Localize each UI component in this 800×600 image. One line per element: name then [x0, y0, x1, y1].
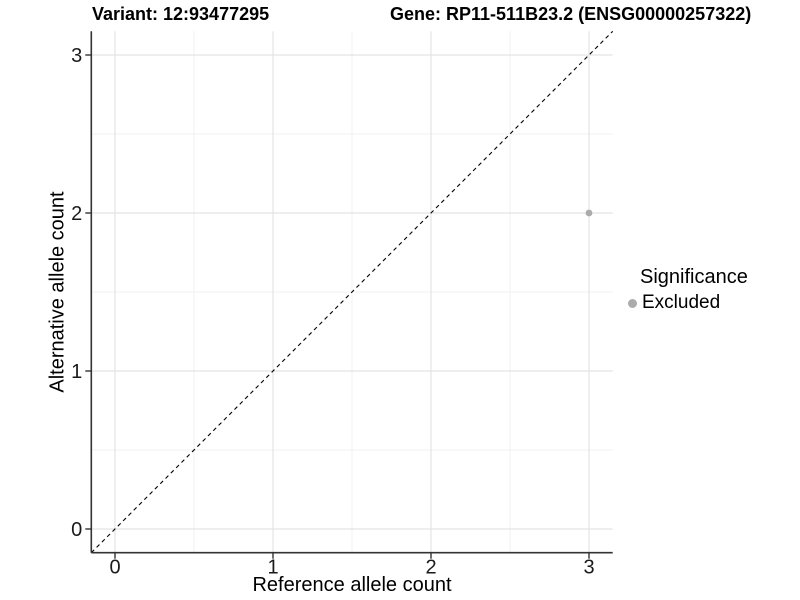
identity-dashed-line [90, 30, 614, 554]
x-axis-title: Reference allele count [252, 574, 452, 596]
gene-title: Gene: RP11-511B23.2 (ENSG00000257322) [390, 4, 752, 24]
y-tick-label: 0 [71, 519, 82, 541]
x-tick-label: 2 [425, 557, 436, 579]
legend-item-excluded: Excluded [628, 292, 748, 314]
y-tick-label: 2 [71, 203, 82, 225]
variant-title: Variant: 12:93477295 [92, 4, 270, 24]
x-tick-label: 1 [267, 557, 278, 579]
legend: Significance Excluded [628, 266, 748, 314]
data-point [585, 209, 593, 217]
legend-item-label: Excluded [642, 292, 721, 313]
y-tick-label: 1 [71, 361, 82, 383]
excluded-point-icon [628, 298, 637, 308]
x-tick-label: 0 [109, 557, 120, 579]
legend-title: Significance [640, 266, 748, 288]
x-tick-label: 3 [583, 557, 594, 579]
y-axis-title: Alternative allele count [46, 191, 69, 393]
y-tick-label: 3 [71, 45, 82, 67]
